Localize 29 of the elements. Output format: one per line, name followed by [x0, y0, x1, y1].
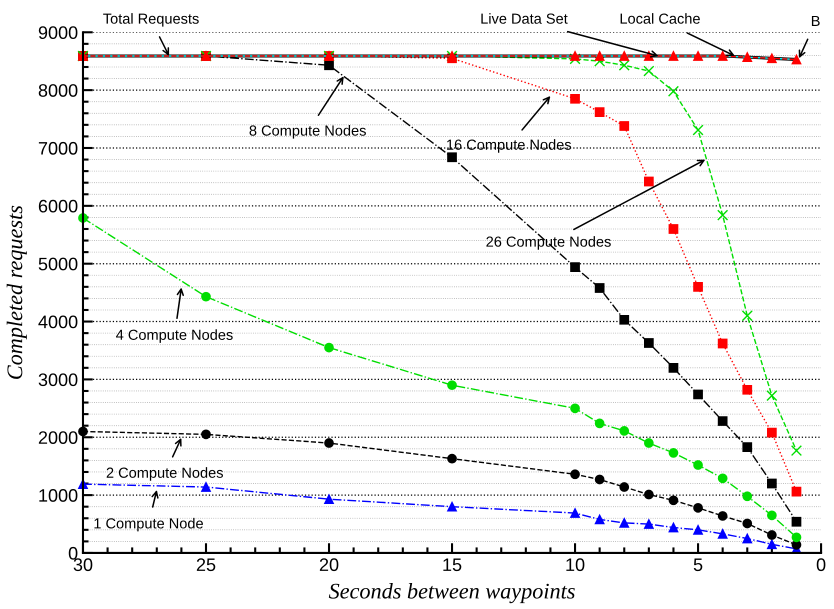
annotation: 2 Compute Nodes: [106, 467, 223, 481]
annotation: Local Cache: [620, 13, 700, 24]
x-tick-label: 25: [196, 558, 216, 572]
y-tick-label: 0: [68, 546, 78, 560]
y-tick-label: 6000: [38, 200, 78, 213]
annotation: 4 Compute Nodes: [116, 329, 233, 343]
y-tick-label: 7000: [38, 142, 78, 155]
annotation: B: [812, 16, 820, 26]
y-tick-label: 2000: [38, 431, 78, 444]
x-tick-label: 5: [694, 558, 702, 572]
y-tick-label: 4000: [38, 315, 78, 328]
y-tick-label: 5000: [38, 258, 78, 270]
y-tick-label: 1000: [39, 489, 78, 502]
y-tick-label: 9000: [38, 26, 78, 39]
x-tick-label: 20: [320, 558, 338, 572]
x-tick-label: 30: [74, 558, 92, 572]
annotation: 8 Compute Nodes: [250, 125, 366, 139]
annotation: 26 Compute Nodes: [486, 236, 611, 250]
x-tick-label: 10: [566, 558, 584, 572]
x-tick-label: 15: [443, 558, 462, 572]
y-tick-label: 8000: [38, 84, 78, 97]
annotation: Total Requests: [103, 13, 199, 27]
y-tick-label: 3000: [38, 373, 78, 386]
x-axis-title: Seconds between waypoints: [328, 583, 575, 604]
x-tick-label: 0: [816, 558, 826, 572]
annotation: 1 Compute Node: [94, 518, 203, 532]
y-axis-title: Completed requests: [6, 206, 27, 379]
annotation: 16 Compute Nodes: [447, 139, 572, 153]
annotation: Live Data Set: [481, 13, 568, 24]
